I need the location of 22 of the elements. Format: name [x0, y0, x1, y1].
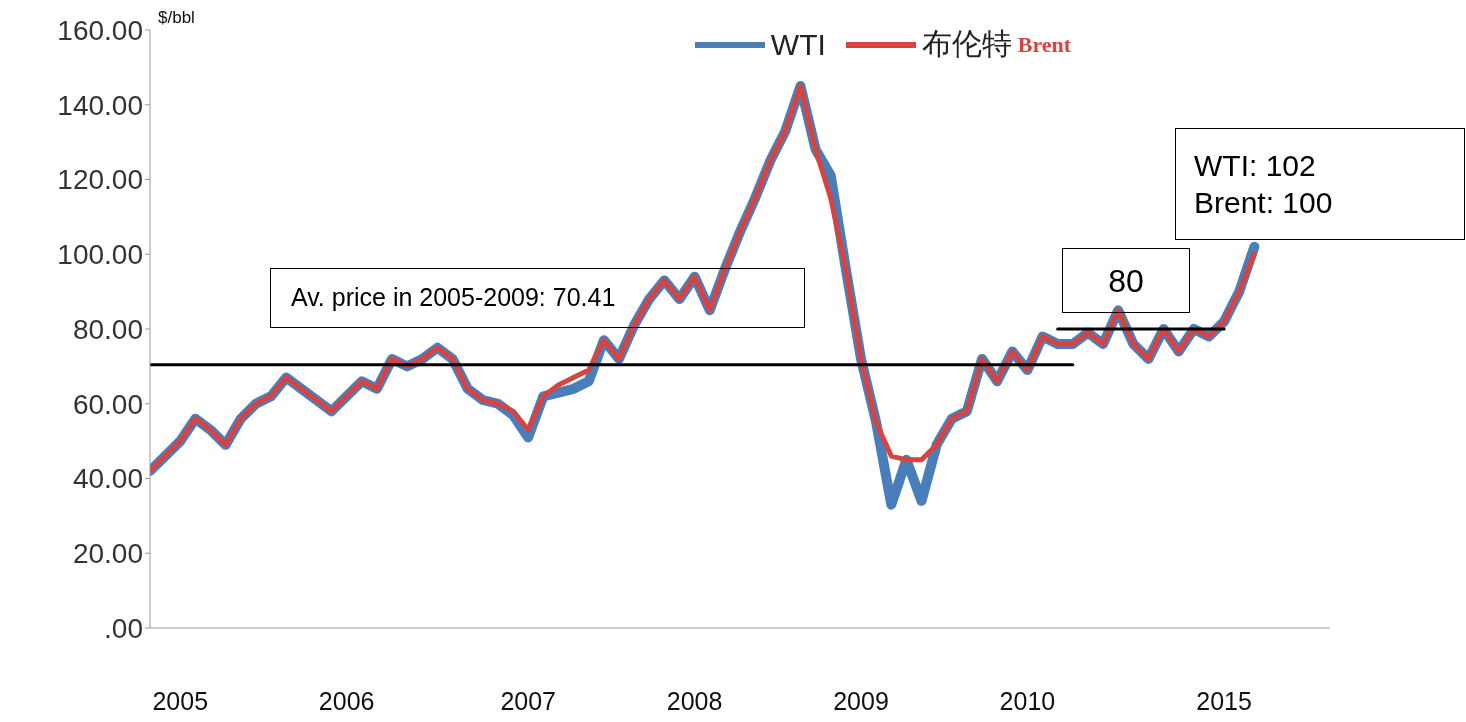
x-tick-label: 2008	[666, 686, 723, 715]
y-tick-label: 60.00	[72, 388, 143, 420]
y-tick-label: 140.00	[57, 89, 143, 121]
annotation: WTI: 102 Brent: 100	[1194, 147, 1333, 221]
annotation: 80	[1108, 261, 1144, 301]
x-tick-label: 2010	[999, 686, 1056, 715]
y-axis-title: $/bbl	[158, 8, 195, 28]
x-tick-label: 2005	[152, 686, 209, 715]
y-tick-label: 80.00	[72, 313, 143, 345]
y-tick-label: .00	[104, 612, 143, 644]
x-tick-label: 2015	[1196, 686, 1252, 715]
y-tick-label: 120.00	[57, 164, 143, 196]
y-tick-label: 160.00	[57, 14, 143, 46]
x-tick-label: 2009	[833, 686, 889, 715]
y-tick-label: 100.00	[57, 239, 143, 271]
legend-label: 布伦特 Brent	[921, 26, 1072, 62]
y-tick-label: 20.00	[72, 538, 143, 570]
x-tick-label: 2007	[500, 686, 557, 715]
legend-label: WTI	[770, 27, 826, 62]
annotation: Av. price in 2005-2009: 70.41	[291, 282, 616, 314]
x-tick-label: 2006	[318, 686, 375, 715]
y-tick-label: 40.00	[72, 463, 143, 495]
